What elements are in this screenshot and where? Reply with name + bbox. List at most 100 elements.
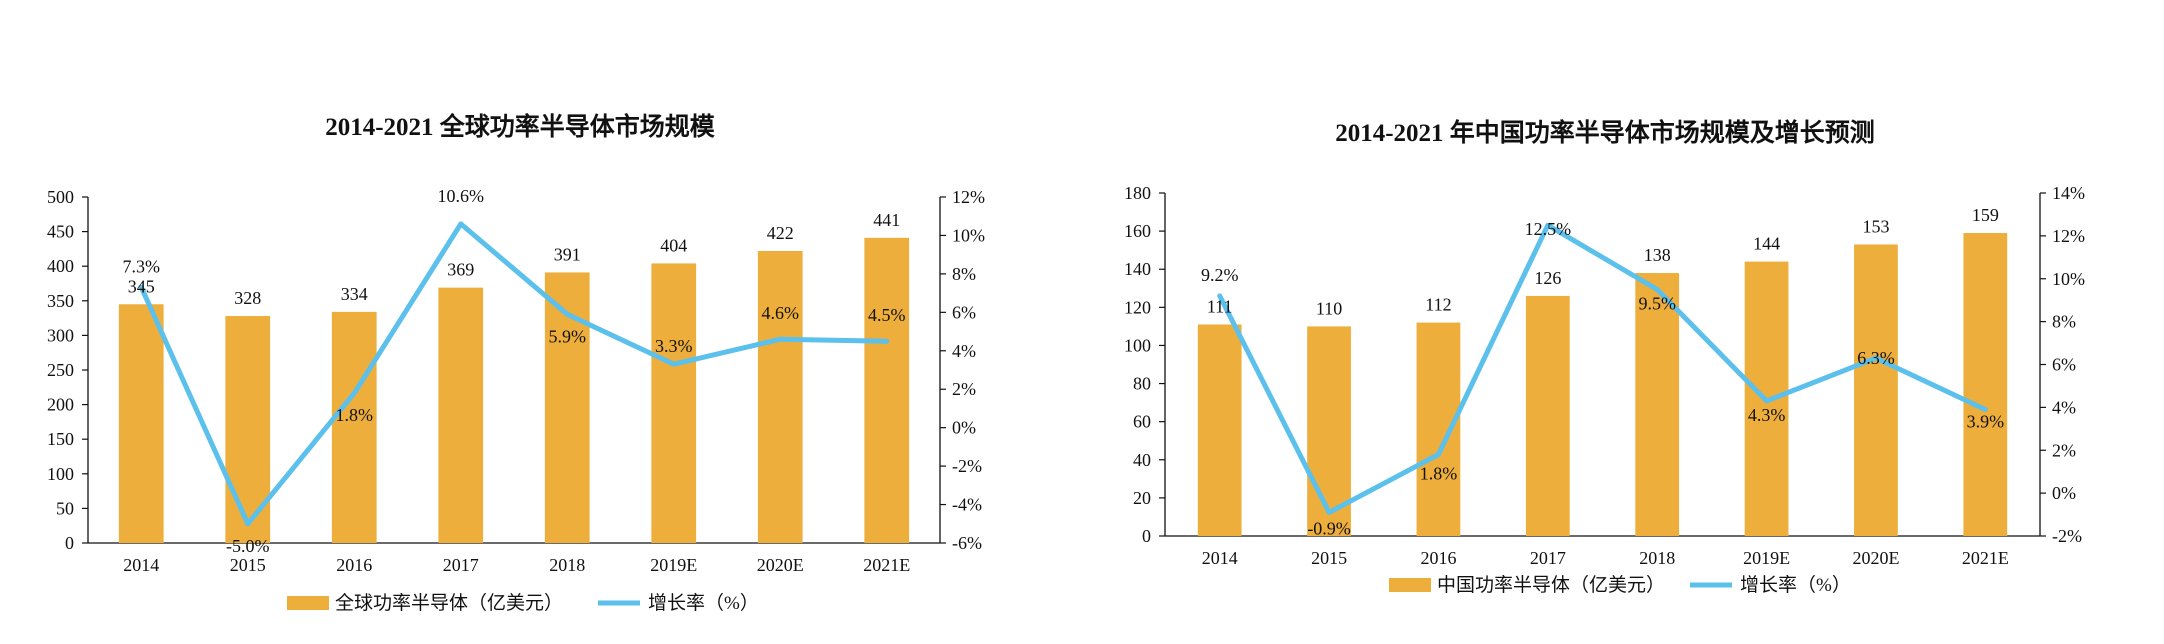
global-right-tick-label: -2%: [952, 456, 982, 476]
global-growth-rate-label: 7.3%: [123, 256, 161, 276]
global-bar-value-label: 391: [554, 244, 581, 264]
global-growth-rate-line: [138, 221, 890, 527]
global-bar-value-label: 441: [873, 210, 900, 230]
china-bar-value-label: 153: [1862, 216, 1889, 236]
china-bar-value-label: 138: [1644, 245, 1671, 265]
global-left-tick-label: 450: [47, 222, 74, 242]
china-bar-value-label: 144: [1753, 234, 1780, 254]
global-growth-rate-label: 4.6%: [762, 303, 800, 323]
china-bar: [1525, 295, 1570, 536]
global-right-tick-label: 8%: [952, 264, 976, 284]
china-growth-rate-label: 1.8%: [1420, 464, 1458, 484]
global-right-tick-label: 4%: [952, 341, 976, 361]
china-right-tick-label: 14%: [2052, 183, 2085, 203]
china-left-tick-label: 160: [1124, 221, 1151, 241]
china-growth-rate-label: 3.9%: [1967, 412, 2005, 432]
china-bar: [1307, 326, 1351, 536]
global-right-tick-label: 2%: [952, 379, 976, 399]
global-right-tick-label: -6%: [952, 533, 982, 553]
global-growth-rate-label: 4.5%: [868, 305, 906, 325]
china-x-tick-label: 2017: [1530, 548, 1566, 568]
global-chart-panel: 2014-2021 全球功率半导体市场规模 0 50 100 150 200 250 300 3…: [0, 0, 1070, 644]
china-left-tick-label: 120: [1124, 297, 1151, 317]
china-x-tick-label: 2019E: [1743, 548, 1790, 568]
global-legend-bar-label: 全球功率半导体（亿美元）: [335, 592, 563, 614]
china-growth-rate-label: -0.9%: [1307, 518, 1351, 538]
china-bar: [1854, 244, 1898, 536]
china-bar-value-label: 159: [1972, 205, 1999, 225]
global-x-tick-label: 2020E: [757, 555, 804, 575]
china-growth-rate-label: 4.3%: [1748, 405, 1786, 425]
global-bar: [118, 304, 164, 543]
global-chart-title: 2014-2021 全球功率半导体市场规模: [325, 112, 716, 141]
global-bar: [651, 263, 697, 543]
global-bar: [757, 250, 803, 543]
global-right-tick-label: 6%: [952, 302, 976, 322]
china-legend-line-label: 增长率（%）: [1740, 574, 1851, 596]
china-right-tick-label: -2%: [2052, 526, 2082, 546]
global-growth-rate-label: 3.3%: [655, 336, 693, 356]
global-left-tick-label: 0: [65, 533, 74, 553]
china-right-tick-label: 8%: [2052, 312, 2076, 332]
china-right-tick-label: 12%: [2052, 226, 2085, 246]
china-bar: [1635, 273, 1680, 536]
global-x-tick-label: 2021E: [863, 555, 910, 575]
global-growth-rate-label: 10.6%: [438, 186, 485, 206]
global-left-tick-label: 250: [47, 360, 74, 380]
china-right-tick-label: 0%: [2052, 483, 2076, 503]
global-x-tick-label: 2018: [549, 555, 585, 575]
global-x-tick-label: 2014: [123, 555, 159, 575]
china-left-tick-label: 80: [1133, 374, 1151, 394]
global-power-semiconductor-chart: 2014-2021 全球功率半导体市场规模 0 50 100 150 200 250 300 3…: [47, 112, 985, 614]
global-bar-value-label: 328: [234, 288, 261, 308]
china-left-tick-label: 60: [1133, 412, 1151, 432]
global-legend-line-label: 增长率（%）: [648, 592, 759, 614]
global-bar: [225, 316, 271, 543]
china-bar-value-label: 112: [1425, 295, 1451, 315]
global-left-tick-label: 500: [47, 187, 74, 207]
global-left-tick-label: 350: [47, 291, 74, 311]
global-left-tick-label: 100: [47, 464, 74, 484]
global-right-tick-label: -4%: [952, 495, 982, 515]
global-x-tick-label: 2017: [443, 555, 479, 575]
china-chart-panel: 2014-2021 年中国功率半导体市场规模及增长预测 0 20 40 60 80 100 1…: [1090, 0, 2164, 644]
china-legend-bar-swatch: [1389, 578, 1431, 592]
china-right-tick-label: 2%: [2052, 440, 2076, 460]
global-x-tick-label: 2015: [230, 555, 266, 575]
china-right-tick-label: 4%: [2052, 397, 2076, 417]
china-bar: [1416, 322, 1461, 536]
china-x-tick-label: 2015: [1311, 548, 1347, 568]
china-left-tick-label: 180: [1124, 183, 1151, 203]
global-left-tick-label: 300: [47, 325, 74, 345]
global-bar-value-label: 422: [767, 223, 794, 243]
global-growth-rate-label: 1.8%: [336, 405, 374, 425]
china-bar-value-label: 111: [1207, 296, 1233, 316]
global-right-tick-label: 12%: [952, 187, 985, 207]
china-right-tick-label: 10%: [2052, 269, 2085, 289]
china-growth-rate-line: [1217, 222, 1988, 515]
china-chart-title: 2014-2021 年中国功率半导体市场规模及增长预测: [1335, 118, 1875, 147]
china-left-tick-label: 100: [1124, 335, 1151, 355]
china-growth-rate-label: 6.3%: [1857, 348, 1895, 368]
global-bar: [544, 272, 590, 543]
global-bar-value-label: 345: [128, 276, 155, 296]
china-left-tick-label: 40: [1133, 450, 1151, 470]
china-x-tick-label: 2014: [1202, 548, 1238, 568]
china-left-tick-label: 0: [1142, 526, 1151, 546]
china-left-tick-label: 140: [1124, 259, 1151, 279]
china-x-tick-label: 2020E: [1852, 548, 1899, 568]
china-legend-bar-label: 中国功率半导体（亿美元）: [1437, 574, 1665, 596]
china-bar: [1963, 233, 2008, 536]
global-bar: [864, 237, 910, 543]
global-bar-value-label: 334: [341, 284, 368, 304]
global-left-tick-label: 150: [47, 429, 74, 449]
china-bar-value-label: 126: [1534, 268, 1561, 288]
global-x-tick-label: 2016: [336, 555, 372, 575]
china-growth-rate-label: 9.5%: [1638, 293, 1676, 313]
china-x-tick-label: 2021E: [1962, 548, 2009, 568]
global-right-tick-label: 10%: [952, 225, 985, 245]
global-legend-bar-swatch: [287, 596, 329, 610]
china-right-tick-label: 6%: [2052, 355, 2076, 375]
global-bar: [438, 287, 484, 543]
china-bar: [1197, 324, 1242, 536]
